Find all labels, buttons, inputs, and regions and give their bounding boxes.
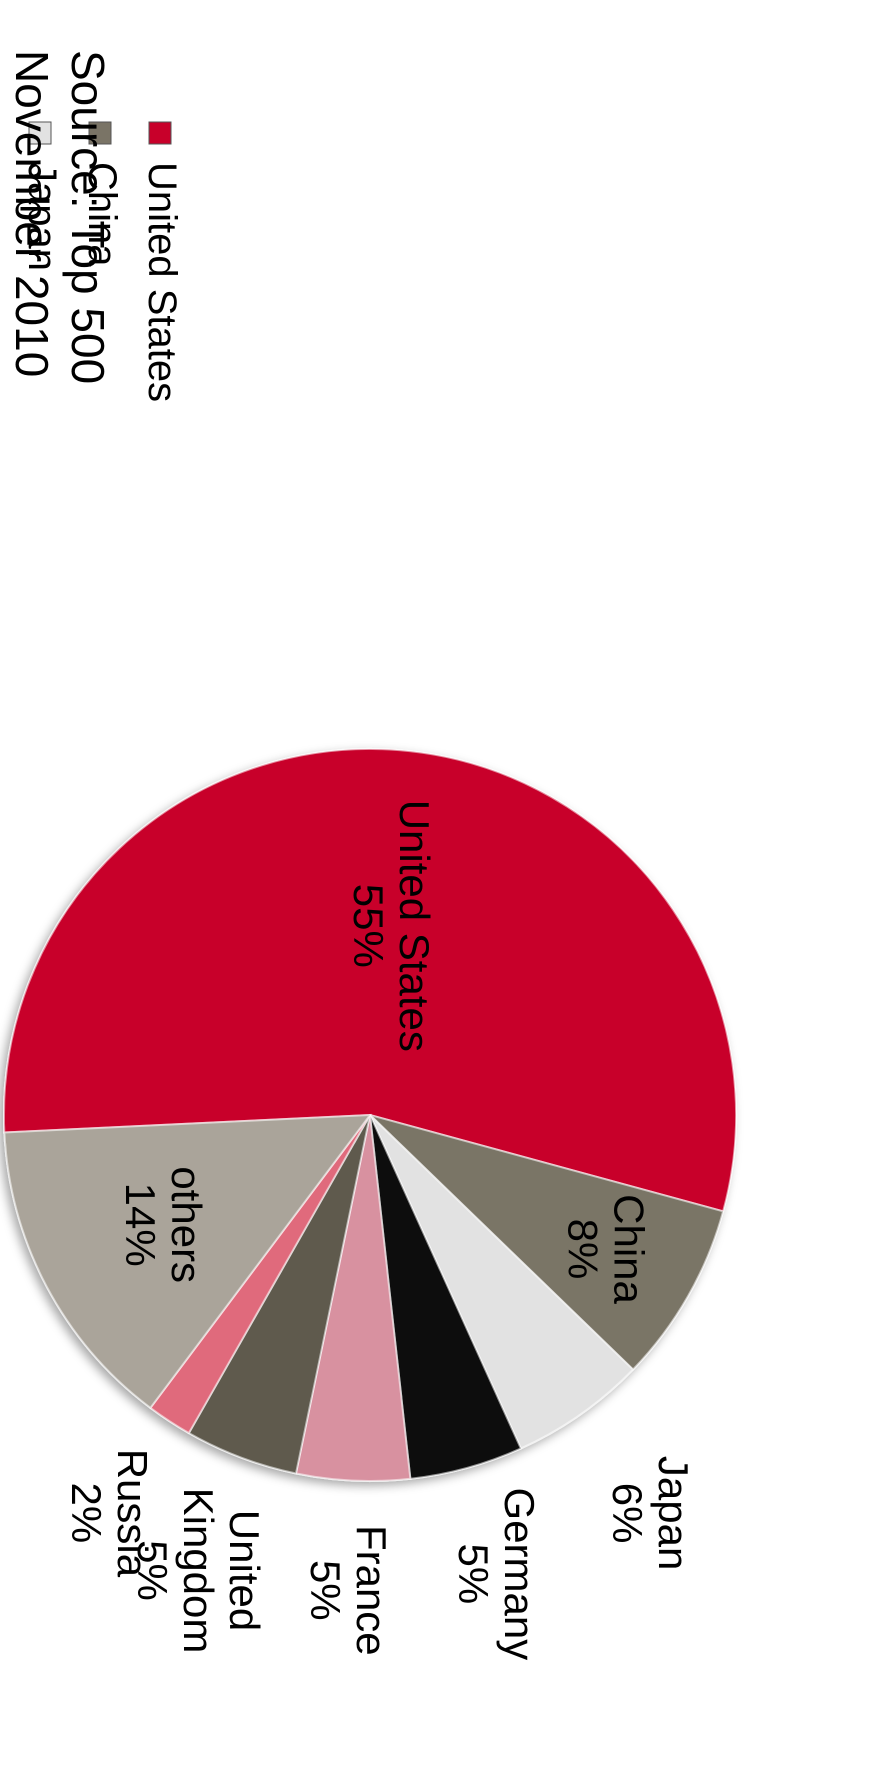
- label-russia: Russia2%: [63, 1449, 156, 1578]
- legend-item-japan: Japan: [20, 121, 64, 271]
- label-united-states: United States55%: [345, 800, 438, 1052]
- legend-label: United States: [140, 162, 184, 402]
- slice-labels: United States55% China8% Japan6% Germany5% F…: [63, 800, 697, 1661]
- slice-others: [3, 1113, 373, 1410]
- legend: United StatesChinaJapanGermanyFranceUnit…: [0, 121, 184, 402]
- label-france: France5%: [302, 1525, 395, 1656]
- legend-label: Japan: [20, 162, 64, 271]
- label-germany: Germany5%: [450, 1488, 543, 1661]
- legend-item-united-states: United States: [140, 121, 184, 402]
- label-others: others14%: [117, 1166, 210, 1283]
- legend-label: Germany: [0, 162, 4, 327]
- slice-japan: [369, 1114, 635, 1450]
- pie-slices: [3, 748, 737, 1482]
- legend-label: China: [80, 162, 124, 267]
- source-note: Source: Top 500 November 2010: [6, 50, 114, 384]
- label-china: China8%: [559, 1194, 652, 1304]
- legend-swatch: [148, 121, 172, 145]
- source-line-1: Source: Top 500: [62, 50, 114, 384]
- source-line-2: November 2010: [6, 50, 58, 377]
- legend-swatch: [28, 121, 52, 145]
- slice-united-states: [3, 748, 737, 1213]
- legend-swatch: [88, 121, 112, 145]
- legend-item-germany: Germany: [0, 162, 4, 327]
- legend-item-china: China: [80, 121, 124, 267]
- slice-china: [369, 1114, 725, 1371]
- label-japan: Japan6%: [604, 1456, 697, 1570]
- label-united-kingdom: UnitedKingdom5%: [129, 1488, 268, 1654]
